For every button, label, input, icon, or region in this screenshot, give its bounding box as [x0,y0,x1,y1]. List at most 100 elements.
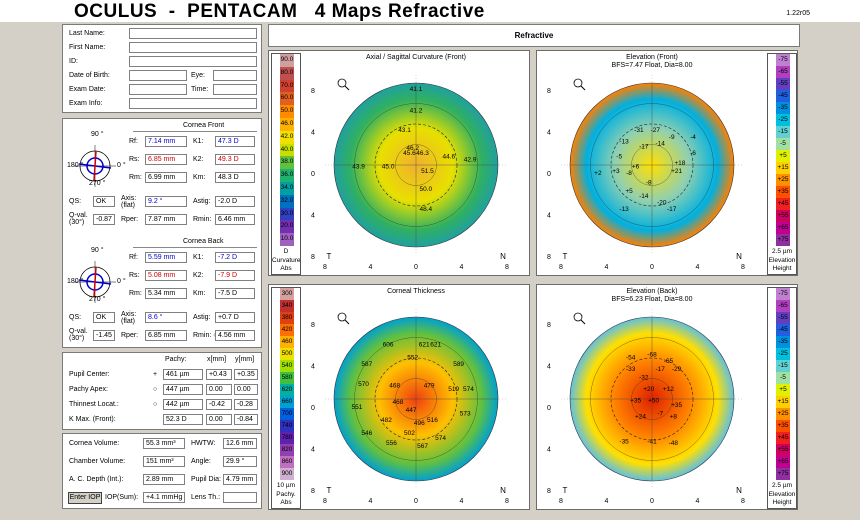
exam-date-field[interactable] [129,84,187,95]
enter-iop-button[interactable]: Enter IOP [68,492,102,504]
scale-step: +55 [776,444,790,456]
scale-step: -55 [776,312,790,324]
back-deg0: 0 ° [117,278,126,285]
scale-step: 780 [280,432,294,444]
pachy-row-value: 461 µm [163,369,203,380]
y-tick: 4 [311,213,315,220]
map-value: -32 [639,374,649,381]
back-qs-label: QS: [69,314,82,321]
back-deg270: 270 ° [89,296,106,303]
y-tick: 4 [311,364,315,371]
x-tick: 8 [323,264,327,271]
map-value: 468 [393,399,404,406]
back-km-value: -7.5 D [215,288,255,299]
scale-step: 300 [280,288,294,300]
front-astig-label: Astig: [193,198,211,205]
y-tick: 8 [547,88,551,95]
y-tick: 8 [547,488,551,495]
map-br[interactable]: -75 -65 -55 -45 -35 -25 -15 -5 +5 +15 +25 +35 +45 +55… [536,284,798,510]
scale-step: 30.0 [280,207,294,221]
last-name-field[interactable] [129,28,257,39]
scale-step: 46.0 [280,118,294,131]
back-astig-value: +0.7 D [215,312,255,323]
map-value: 46.3 [416,150,429,157]
map-value: -8 [626,170,632,177]
map-value: +18 [674,160,685,167]
map-subtitle: BFS=7.47 Float, Dia=8.00 [611,62,693,69]
map-value: -13 [619,139,629,146]
y-tick: 8 [311,254,315,261]
scale-step: -35 [776,102,790,114]
scale-step: +65 [776,456,790,468]
map-value: -17 [667,206,677,213]
eye-field[interactable] [213,70,257,81]
x-tick: 0 [650,264,654,271]
map-value: 43.1 [398,127,411,134]
front-km-label: Km: [193,174,206,181]
y-tick: 0 [311,405,315,412]
map-value: 41.2 [410,108,423,115]
exam-info-field[interactable] [129,98,257,109]
first-name-field[interactable] [129,42,257,53]
back-rm-value: 5.34 mm [145,288,187,299]
x-tick: 8 [505,264,509,271]
front-qval-sub: (30°) [69,219,85,226]
cornea-panel: Cornea Front 90 ° 270 ° 180 ° 0 ° Rf: 7.… [62,118,262,348]
scale-step: 460 [280,336,294,348]
eye-label: Eye: [191,72,206,79]
pachy-row-value: 52.3 D [163,414,203,425]
map-value: +50 [648,397,659,404]
scale-scale_top: 2.5 µm [771,248,792,255]
back-k1-value: -7.2 D [215,252,255,263]
acd-value: 2.89 mm [143,474,185,485]
front-rper-label: Rper: [121,216,139,223]
scale-step: 90.0 [280,54,294,67]
x-tick: 0 [414,498,418,505]
dob-field[interactable] [129,70,187,81]
chamber-volume-value: 151 mm³ [143,456,185,467]
map-value: 574 [435,435,446,442]
map-tr[interactable]: -75 -65 -55 -45 -35 -25 -15 -5 +5 +15 +25 +35 +45 +55… [536,50,798,276]
pachy-row-value: 447 µm [163,384,203,395]
map-value: 468 [389,383,400,390]
scale-step: 42.0 [280,130,294,144]
map-tl[interactable]: 90.0 80.0 70.0 60.0 50.0 46.0 42.0 40.0 38.0 36.0… [268,50,530,276]
back-axis-label: Axis: [121,311,137,318]
pachy-panel: Pachy: x[mm] y[mm] Pupil Center: +461 µm +… [62,352,262,430]
y-header: y[mm] [235,356,255,363]
time-field[interactable] [213,84,257,95]
map-value: +20 [643,386,654,393]
map-value: +35 [630,397,641,404]
scale-step: 36.0 [280,169,294,182]
hwtw-label: HWTW: [191,440,216,447]
map-value: -65 [664,358,674,365]
front-rf-label: Rf: [129,138,138,145]
scale-step: 740 [280,420,294,432]
id-field[interactable] [129,56,257,67]
x-tick: 0 [650,498,654,505]
cornea-front-title: Cornea Front [183,122,225,129]
front-axis-label: Axis: [121,195,137,202]
y-tick: 4 [547,364,551,371]
app-title: OCULUS - PENTACAM 4 Maps Refractive [74,1,485,22]
scale-step: -15 [776,126,790,138]
back-deg180: 180 ° [67,278,84,285]
front-axis-value: 9.2 ° [145,196,187,207]
map-bl[interactable]: 300 340 380 420 460 500 540 580 620 660 700 740 780 8… [268,284,530,510]
scale-step: 50.0 [280,105,294,118]
map-value: 570 [358,381,369,388]
back-k2-label: K2: [193,272,204,279]
iop-value: +4.1 mmHg [143,492,185,503]
front-km-value: 48.3 D [215,172,255,183]
lens-label: Lens Th.: [191,494,221,501]
pachy-row-x: +0.43 [206,369,232,380]
pachy-row-label: Thinnest Locat.: [69,401,119,408]
scale-step: +45 [776,198,790,210]
map-value: 45.0 [382,163,395,170]
back-qs-value: OK [93,312,115,323]
map-value: 606 [383,342,394,349]
scale-step: -5 [776,372,790,384]
back-rm-label: Rm: [129,290,142,297]
map-value: +35 [671,402,682,409]
